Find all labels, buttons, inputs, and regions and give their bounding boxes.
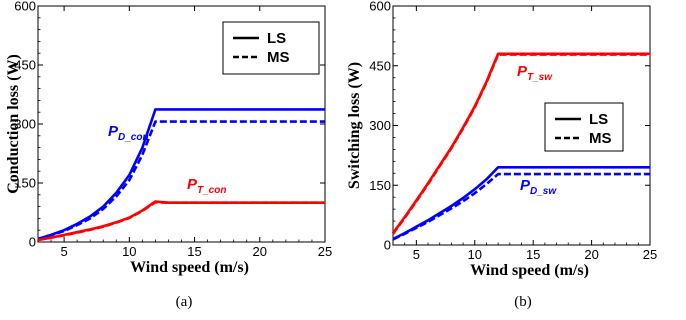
y-axis-label: Switching loss (W) (346, 62, 363, 189)
x-axis-label: Wind speed (m/s) (130, 259, 249, 276)
series-line-P_D_con-LS (37, 108, 325, 241)
curve-annotation-t-sw: PT_sw (517, 63, 553, 83)
legend-label-ms: MS (267, 49, 290, 66)
x-tick-label: 15 (187, 244, 201, 259)
curve-annotation-d-sw: PD_sw (520, 177, 557, 197)
x-tick-label: 10 (468, 247, 482, 262)
y-tick-label: 0 (384, 238, 391, 253)
legend: LS MS (544, 102, 624, 152)
y-tick-label: 600 (14, 0, 36, 14)
annotation-subscript: D_sw (530, 186, 557, 197)
y-tick-label: 150 (14, 176, 36, 191)
legend-box (544, 102, 624, 152)
x-tick-label: 25 (318, 244, 332, 259)
annotation-subscript: D_con (118, 132, 149, 143)
annotation-base: P (520, 177, 531, 194)
y-tick-label: 450 (369, 58, 391, 73)
legend-label-ls: LS (267, 30, 286, 47)
panel-label: (b) (514, 294, 532, 310)
series-line-P_D_sw-MS (392, 172, 650, 241)
series-line-P_T_sw-MS (391, 53, 650, 235)
legend-box (222, 21, 320, 75)
x-tick-label: 20 (253, 244, 267, 259)
series-line-P_T_con-LS (37, 200, 325, 242)
y-tick-label: 450 (14, 58, 36, 73)
x-tick-label: 25 (643, 247, 657, 262)
annotation-base: P (108, 123, 119, 140)
y-tick-label: 0 (29, 235, 36, 250)
y-tick-label: 300 (14, 117, 36, 132)
y-axis-label: Conduction loss (W) (5, 54, 22, 194)
y-tick-label: 300 (369, 118, 391, 133)
annotation-base: P (517, 63, 528, 80)
y-tick-label: 600 (369, 0, 391, 14)
x-tick-label: 10 (122, 244, 136, 259)
curve-annotation-d-con: PD_con (108, 123, 149, 143)
x-tick-label: 5 (413, 247, 420, 262)
legend-label-ls: LS (589, 111, 608, 128)
x-tick-label: 15 (526, 247, 540, 262)
annotation-subscript: T_sw (527, 72, 553, 83)
series-line-P_D_con-MS (37, 120, 325, 241)
curve-annotation-t-con: PT_con (187, 176, 226, 196)
y-tick-label: 150 (369, 178, 391, 193)
chart-panel-a: 5 10 15 20 25 0 150 300 450 600 Wind speed (m/s) Co… (5, 0, 332, 310)
legend: LS MS (222, 21, 320, 75)
annotation-base: P (187, 176, 198, 193)
chart-panel-b: 5 10 15 20 25 0 150 300 450 600 Wind speed (m/s) Sw… (346, 0, 657, 310)
x-tick-label: 20 (584, 247, 598, 262)
x-axis-label: Wind speed (m/s) (470, 262, 589, 279)
annotation-subscript: T_con (197, 185, 226, 196)
legend-label-ms: MS (589, 130, 612, 147)
panel-label: (a) (176, 294, 193, 310)
series-line-P_D_sw-LS (392, 166, 650, 241)
x-tick-label: 5 (60, 244, 67, 259)
